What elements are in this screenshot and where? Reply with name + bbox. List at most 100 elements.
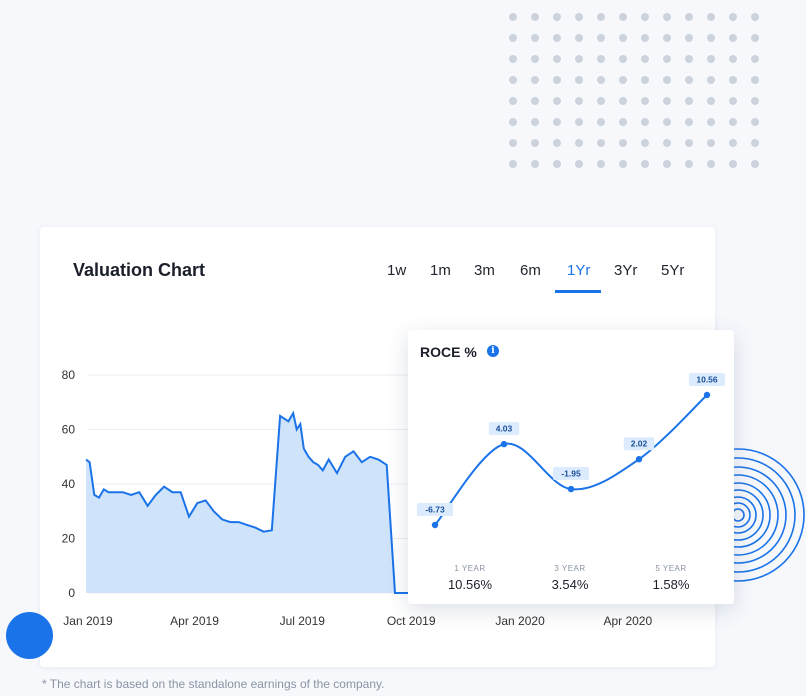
- tab-3yr[interactable]: 3Yr: [614, 262, 638, 279]
- series-line: [85, 410, 420, 594]
- roce-stat-1-year: 1 YEAR 10.56%: [425, 564, 515, 592]
- grid-dot: [575, 118, 583, 126]
- grid-dot: [641, 76, 649, 84]
- grid-dot: [751, 118, 759, 126]
- grid-dot: [619, 160, 627, 168]
- tab-5yr[interactable]: 5Yr: [661, 262, 685, 279]
- grid-dot: [575, 55, 583, 63]
- grid-dot: [597, 55, 605, 63]
- grid-dot: [751, 160, 759, 168]
- grid-dot: [509, 118, 517, 126]
- roce-stat-5-year: 5 YEAR 1.58%: [626, 564, 716, 592]
- grid-dot: [707, 118, 715, 126]
- grid-dot: [509, 55, 517, 63]
- grid-dot: [597, 76, 605, 84]
- grid-dot: [531, 160, 539, 168]
- grid-dot: [597, 139, 605, 147]
- grid-dot: [663, 139, 671, 147]
- roce-data-point: [703, 391, 711, 399]
- grid-dot: [663, 160, 671, 168]
- grid-dot: [663, 13, 671, 21]
- grid-dot: [729, 139, 737, 147]
- grid-dot: [531, 139, 539, 147]
- tab-1m[interactable]: 1m: [430, 262, 451, 279]
- grid-dot: [597, 97, 605, 105]
- grid-dot: [553, 97, 561, 105]
- grid-dot: [751, 76, 759, 84]
- grid-dot: [509, 139, 517, 147]
- data-label-bg: [689, 373, 725, 386]
- data-label-bg: [623, 437, 655, 451]
- tab-3m[interactable]: 3m: [474, 262, 495, 279]
- stat-label: 5 YEAR: [655, 564, 687, 573]
- x-tick-label: Apr 2020: [603, 614, 652, 628]
- grid-dot: [597, 13, 605, 21]
- grid-dot: [663, 34, 671, 42]
- y-tick-label: 80: [62, 368, 76, 382]
- info-icon[interactable]: i: [487, 345, 499, 357]
- valuation-area-chart: 0 20 40 60 80 Jan 2019 Apr 2019 Jul 2019 Oct 201…: [62, 368, 700, 628]
- grid-dot: [685, 34, 693, 42]
- grid-dot: [751, 34, 759, 42]
- grid-dot: [729, 118, 737, 126]
- roce-data-point: [567, 485, 575, 493]
- stat-value: 1.58%: [652, 577, 690, 592]
- series-area: [86, 413, 420, 593]
- grid-dot: [575, 76, 583, 84]
- grid-dot: [553, 139, 561, 147]
- grid-dot: [531, 55, 539, 63]
- grid-dot: [729, 76, 737, 84]
- grid-dot: [619, 97, 627, 105]
- tab-6m[interactable]: 6m: [520, 262, 541, 279]
- grid-dot: [641, 139, 649, 147]
- roce-title: ROCE %: [420, 344, 477, 360]
- decorative-concentric-circles: [720, 448, 805, 582]
- grid-dot: [619, 118, 627, 126]
- grid-dot: [597, 118, 605, 126]
- stat-label: 3 YEAR: [554, 564, 586, 573]
- roce-data-label: 10.56: [696, 375, 718, 385]
- grid-dot: [685, 139, 693, 147]
- grid-dot: [531, 76, 539, 84]
- roce-data-label: 2.02: [631, 439, 648, 449]
- x-tick-label: Jan 2020: [495, 614, 545, 628]
- grid-dot: [575, 160, 583, 168]
- grid-dot: [641, 13, 649, 21]
- y-tick-label: 0: [68, 586, 75, 600]
- grid-dot: [509, 97, 517, 105]
- grid-dot: [663, 55, 671, 63]
- grid-dot: [531, 13, 539, 21]
- grid-dot: [641, 118, 649, 126]
- x-tick-label: Jul 2019: [280, 614, 326, 628]
- grid-dot: [553, 118, 561, 126]
- grid-dot: [619, 76, 627, 84]
- grid-dot: [663, 118, 671, 126]
- grid-dot: [553, 76, 561, 84]
- grid-dot: [641, 97, 649, 105]
- grid-dot: [619, 34, 627, 42]
- grid-dot: [729, 34, 737, 42]
- grid-dot: [751, 55, 759, 63]
- x-tick-label: Jan 2019: [63, 614, 113, 628]
- grid-dot: [575, 139, 583, 147]
- y-tick-label: 40: [62, 477, 76, 491]
- roce-popup-card: ROCE % i -6.73 4.03 -1.95 2.02 10.56 1 YEAR …: [408, 330, 734, 604]
- grid-dot: [597, 34, 605, 42]
- roce-data-point: [635, 456, 643, 463]
- grid-dot: [707, 160, 715, 168]
- grid-dot: [685, 160, 693, 168]
- x-tick-label: Apr 2019: [170, 614, 219, 628]
- grid-dot: [619, 55, 627, 63]
- page-title: Valuation Chart: [73, 260, 206, 280]
- x-tick-label: Oct 2019: [387, 614, 436, 628]
- tab-1yr[interactable]: 1Yr: [567, 262, 591, 279]
- grid-dot: [729, 55, 737, 63]
- roce-stat-3-year: 3 YEAR 3.54%: [525, 564, 615, 592]
- grid-dot: [685, 118, 693, 126]
- grid-dot: [575, 34, 583, 42]
- roce-line-chart: -6.73 4.03 -1.95 2.02 10.56: [417, 373, 725, 529]
- roce-data-label: -1.95: [561, 469, 581, 479]
- grid-dot: [641, 34, 649, 42]
- grid-dot: [553, 55, 561, 63]
- tab-1w[interactable]: 1w: [387, 262, 407, 279]
